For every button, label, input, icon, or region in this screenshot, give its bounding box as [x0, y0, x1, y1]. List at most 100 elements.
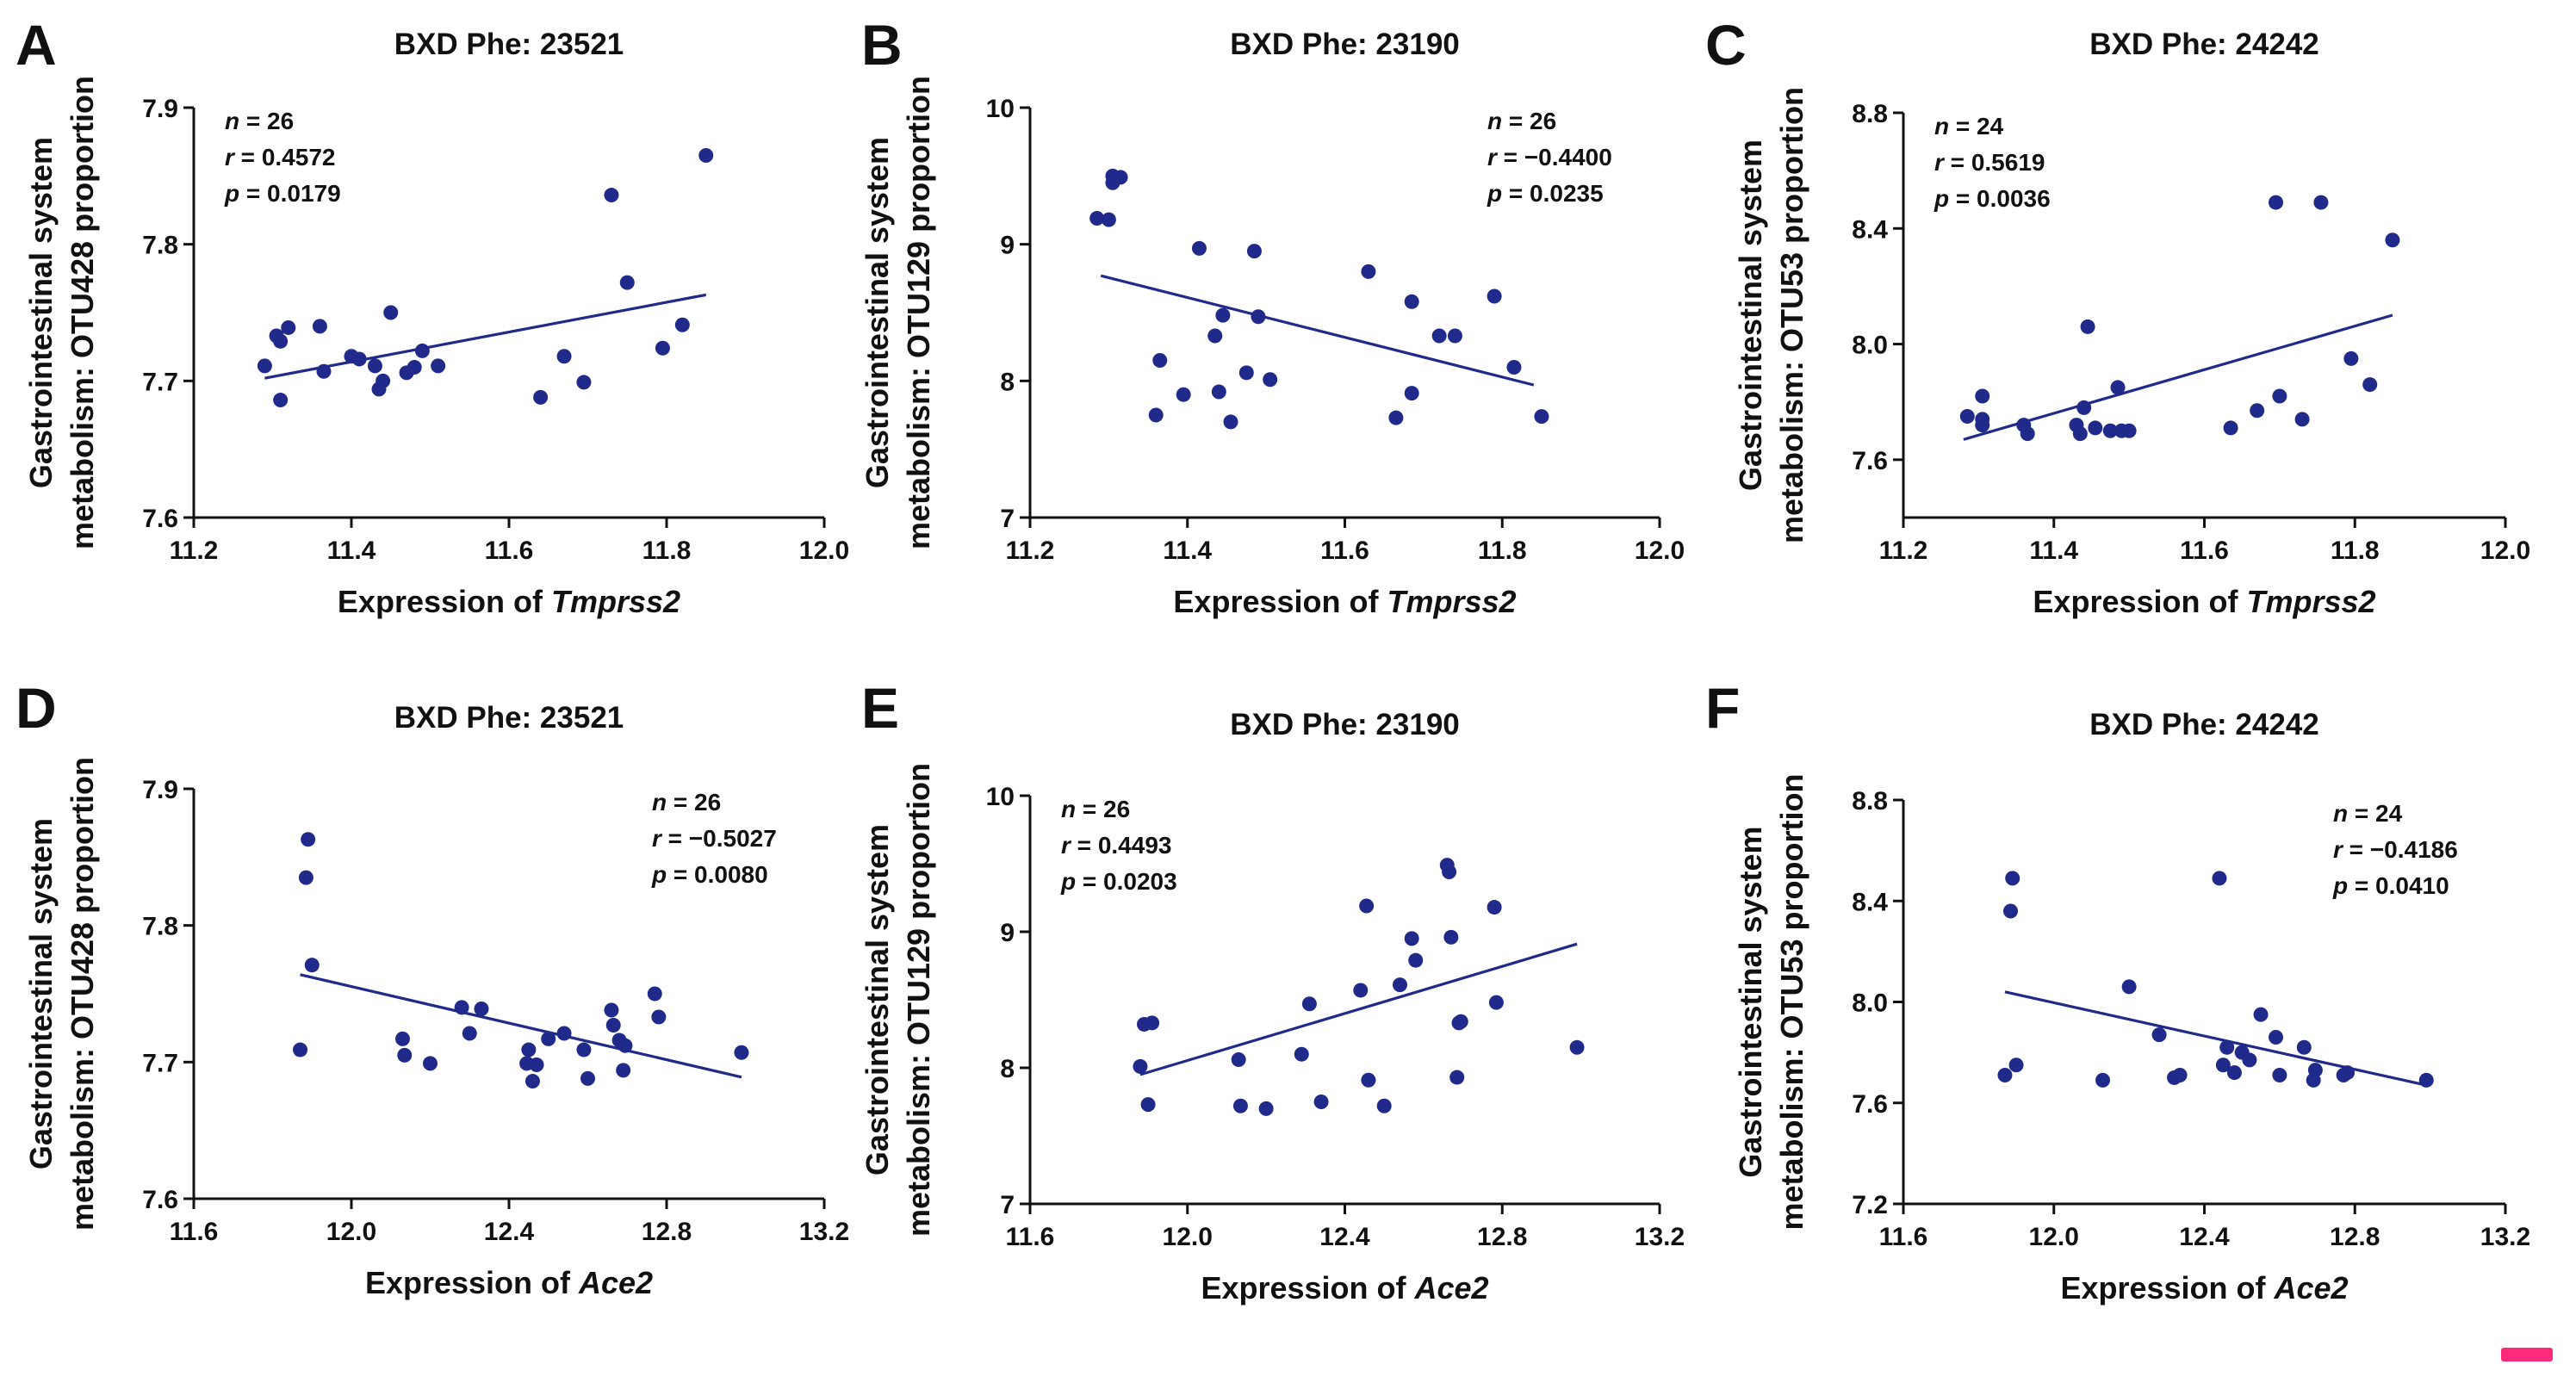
data-point [1140, 1097, 1156, 1113]
regression-line [1139, 942, 1578, 1076]
data-point [521, 1042, 537, 1057]
data-point [605, 1017, 621, 1033]
y-tick-label: 7 [1000, 505, 1015, 533]
data-point [1251, 309, 1266, 325]
stat-n: n = 24 [1934, 113, 2004, 140]
stat-value: = 26 [667, 789, 721, 816]
data-point [1569, 1039, 1585, 1055]
data-point [1148, 407, 1164, 423]
data-point [1376, 1098, 1392, 1113]
stat-value: = 0.0203 [1076, 868, 1177, 895]
stat-value: = 0.0036 [1949, 185, 2051, 212]
stat-value: = −0.5027 [661, 825, 777, 852]
x-axis-label-gene: Tmprss2 [2246, 584, 2375, 619]
y-tick-label: 7.6 [1852, 1090, 1888, 1119]
stat-symbol: r [1487, 144, 1499, 171]
data-point [273, 333, 289, 349]
y-axis-label-line: metabolism: OTU129 proportion [901, 763, 936, 1237]
data-point [2219, 1039, 2235, 1055]
data-point [1133, 1058, 1148, 1074]
regression-line [1100, 274, 1535, 387]
data-point [604, 1002, 619, 1018]
stat-r: r = −0.4186 [2333, 836, 2458, 863]
data-point [576, 375, 592, 390]
data-point [273, 393, 289, 408]
data-point [293, 1042, 308, 1057]
x-axis-label-gene: Tmprss2 [1387, 584, 1516, 619]
x-tick-label: 11.6 [2180, 536, 2229, 565]
data-point [2102, 423, 2118, 438]
y-tick-label: 8.4 [1852, 215, 1888, 244]
data-point [1361, 1072, 1376, 1088]
y-axis-label-line: metabolism: OTU428 proportion [65, 76, 100, 549]
data-point [1404, 294, 1419, 309]
data-point [580, 1070, 595, 1086]
y-tick-label: 7.8 [142, 913, 178, 941]
data-point [1232, 1098, 1248, 1113]
data-point [2272, 1068, 2287, 1083]
data-point [616, 1063, 631, 1078]
data-point [1534, 409, 1549, 425]
panel-letter: B [861, 13, 903, 77]
chart-panel-f: F BXD Phe: 24242 11.6 12.0 12.4 12.8 13.2 7.2 7.… [1705, 676, 2530, 1305]
x-tick-label: 13.2 [2480, 1223, 2530, 1251]
data-point [1353, 983, 1369, 998]
y-axis-label-line: Gastrointestinal system [23, 137, 59, 488]
y-tick-label: 7.2 [1852, 1191, 1888, 1219]
data-point [2008, 1057, 2024, 1073]
data-point [2418, 1072, 2434, 1088]
data-point [394, 1031, 410, 1046]
data-point [2005, 871, 2020, 886]
stat-symbol: n [225, 108, 239, 134]
y-tick-label: 7.7 [142, 1049, 178, 1077]
panel-letter: A [16, 13, 57, 77]
data-point [1975, 418, 1990, 433]
data-point [619, 275, 635, 290]
y-tick-label: 7.6 [142, 505, 178, 533]
data-point [1089, 211, 1105, 226]
stat-value: = 26 [1502, 108, 1556, 134]
x-tick-label: 11.2 [170, 536, 219, 565]
stat-value: = 0.0179 [239, 180, 341, 207]
x-tick-label: 11.6 [1879, 1223, 1928, 1251]
data-point [2307, 1063, 2323, 1078]
y-tick-label: 8.8 [1852, 100, 1888, 128]
stat-value: = 0.5619 [1944, 149, 2045, 176]
x-axis-label-prefix: Expression of [1173, 584, 1387, 619]
data-point [2088, 420, 2103, 436]
stat-p: p = 0.0410 [2332, 872, 2449, 899]
data-point [1294, 1046, 1309, 1062]
data-point [1246, 244, 1262, 259]
y-axis-label-line: Gastrointestinal system [860, 824, 895, 1175]
x-axis-label: Expression of Tmprss2 [1173, 584, 1516, 619]
panel-letter: C [1705, 13, 1747, 77]
stat-p: p = 0.0036 [1934, 185, 2051, 212]
data-point [698, 148, 714, 164]
data-point [1487, 900, 1502, 915]
regression-line [300, 973, 742, 1079]
y-tick-label: 8.4 [1852, 888, 1888, 916]
y-tick-label: 9 [1000, 232, 1015, 260]
stat-r: r = −0.4400 [1487, 144, 1612, 171]
data-point [1191, 240, 1207, 256]
y-tick-label: 8.0 [1852, 332, 1888, 360]
data-point [2343, 350, 2359, 366]
data-point [2294, 412, 2310, 427]
x-axis-label-prefix: Expression of [365, 1265, 579, 1300]
data-point [423, 1056, 438, 1071]
stat-symbol: n [1061, 796, 1076, 822]
data-point [2172, 1068, 2188, 1083]
data-point [2072, 426, 2088, 442]
data-point [407, 359, 422, 375]
data-point [674, 317, 690, 332]
y-tick-label: 10 [986, 95, 1015, 123]
data-point [1975, 388, 1990, 404]
data-point [2226, 1065, 2242, 1081]
stat-symbol: p [1060, 868, 1076, 895]
data-point [2362, 377, 2378, 393]
stat-symbol: p [1487, 180, 1502, 207]
stat-value: = 24 [2348, 800, 2402, 827]
data-point [351, 351, 367, 367]
stat-r: r = 0.5619 [1934, 149, 2045, 176]
stat-r: r = 0.4493 [1061, 832, 1171, 859]
